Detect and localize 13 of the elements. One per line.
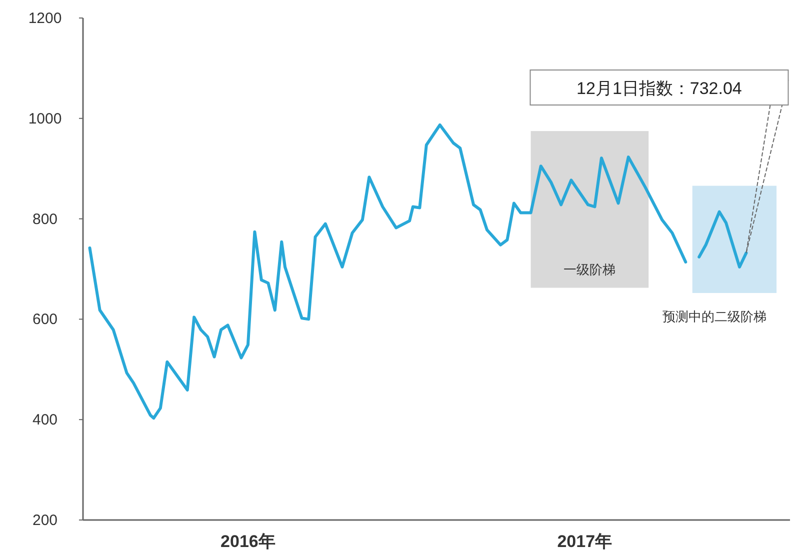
band-label: 预测中的二级阶梯 xyxy=(662,308,766,324)
line-series xyxy=(698,210,748,268)
y-tick-label: 600 xyxy=(32,311,58,328)
line-series xyxy=(88,123,688,420)
y-tick-label: 200 xyxy=(32,512,58,529)
x-tick-label: 2017年 xyxy=(557,532,612,551)
y-tick-label: 800 xyxy=(32,210,58,228)
annotation: 12月1日指数：732.04 xyxy=(576,79,742,98)
band-label: 一级阶梯 xyxy=(564,262,616,277)
x-tick-label: 2016年 xyxy=(220,532,276,551)
y-tick-label: 1000 xyxy=(28,110,62,128)
y-tick-label: 1200 xyxy=(28,10,62,27)
y-tick-label: 400 xyxy=(32,412,58,429)
